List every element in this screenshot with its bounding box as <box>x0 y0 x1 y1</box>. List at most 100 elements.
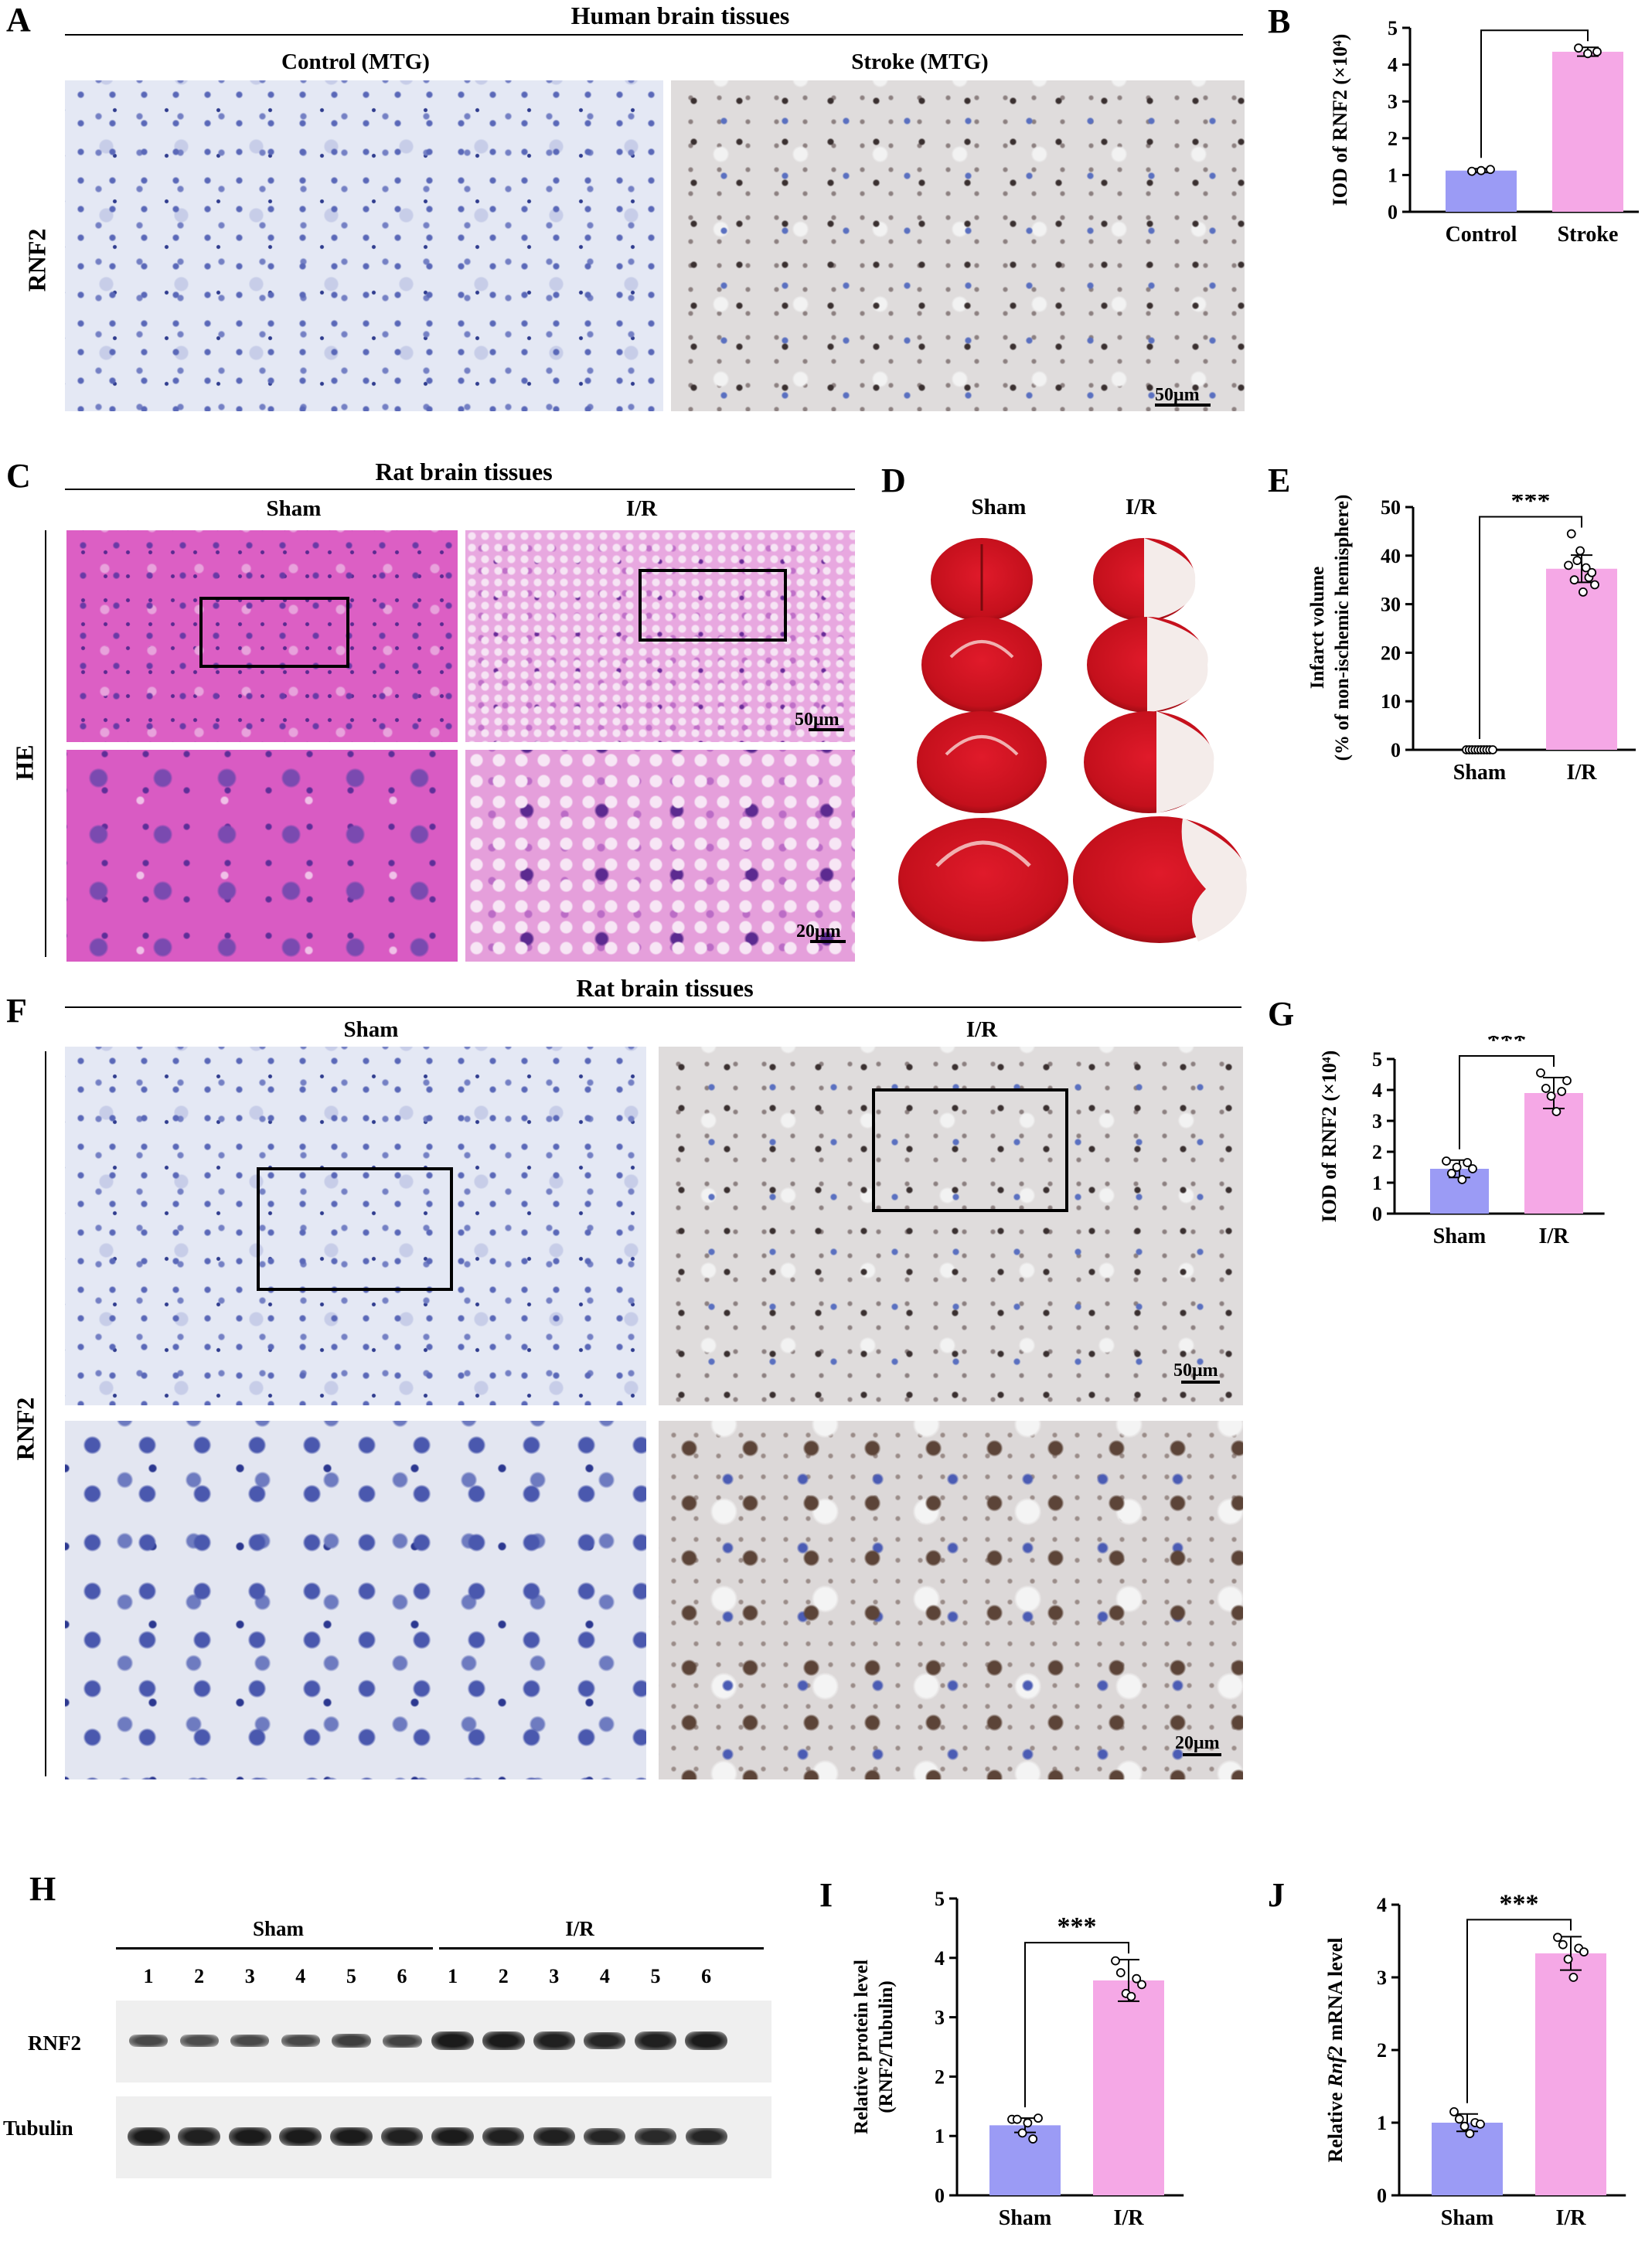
band-rnf2 <box>331 2034 372 2048</box>
panel-label-d: D <box>881 461 906 499</box>
lane-number: 5 <box>650 1965 661 1987</box>
significance-bracket <box>1466 1919 1572 2103</box>
y-tick-label: 3 <box>1372 1110 1382 1132</box>
data-point <box>1592 47 1602 56</box>
slice-ir-4 <box>1073 816 1247 943</box>
x-tick-label: Sham <box>1453 761 1506 785</box>
scale-label-a: 50μm <box>1155 385 1200 405</box>
panel-a-title-rule <box>65 34 1243 36</box>
slice-sham-2 <box>921 617 1042 713</box>
y-tick-label: 4 <box>935 1947 945 1970</box>
panel-a-col-control: Control (MTG) <box>281 49 430 74</box>
micrograph-f-ir-high: 20μm <box>659 1421 1243 1779</box>
y-axis-label: Relative Rnf2 mRNA level <box>1324 1937 1347 2162</box>
data-point <box>1563 1954 1573 1964</box>
bar-ir <box>1535 1953 1606 2195</box>
data-point <box>1568 1973 1579 1982</box>
data-point <box>1557 1087 1567 1096</box>
western-row-rnf2: RNF2 <box>28 2031 81 2055</box>
micrograph-c-ir-high: 20μm <box>465 750 855 962</box>
panel-f-row-rule <box>45 1051 46 1776</box>
y-tick-label: 0 <box>1372 1203 1382 1225</box>
x-tick-label: Sham <box>1433 1224 1486 1248</box>
significance-bracket <box>1459 1055 1555 1149</box>
data-point <box>1459 2121 1470 2131</box>
panel-a-row-label: RNF2 <box>22 228 51 292</box>
y-tick-label: 4 <box>1388 54 1398 77</box>
y-axis-label: IOD of RNF2 (×10⁴) <box>1329 34 1351 206</box>
data-point <box>1017 2128 1027 2138</box>
data-point <box>1449 2106 1459 2116</box>
y-tick-label: 2 <box>1372 1141 1382 1163</box>
y-tick-label: 3 <box>935 2007 945 2029</box>
micrograph-f-ir-low: 50μm <box>659 1047 1243 1405</box>
western-group-ir: I/R <box>565 1917 594 1940</box>
panel-c-title: Rat brain tissues <box>375 458 553 485</box>
scale-bar-f-bottom <box>1183 1753 1221 1756</box>
band-rnf2 <box>128 2034 169 2048</box>
y-tick-label: 0 <box>1377 2185 1387 2207</box>
y-axis-label: Infarct volume (% of non-ischemic hemisph… <box>1307 495 1353 761</box>
y-tick-label: 2 <box>1377 2039 1387 2062</box>
panel-label-g: G <box>1268 995 1295 1033</box>
data-point <box>1486 165 1495 175</box>
slice-sham-1 <box>931 538 1033 621</box>
scale-bar-c-bottom <box>810 940 846 943</box>
scale-label-f-top: 50μm <box>1173 1360 1218 1381</box>
y-tick-label: 30 <box>1381 594 1401 616</box>
data-point <box>1442 1156 1451 1166</box>
y-tick-label: 20 <box>1381 642 1401 664</box>
lane-number: 6 <box>397 1965 407 1987</box>
significance-stars: *** <box>1500 1889 1539 1918</box>
bar-stroke <box>1552 51 1623 212</box>
data-point <box>1126 1991 1136 2001</box>
significance-stars: *** <box>1515 15 1555 29</box>
western-group-rule-sham <box>116 1947 433 1950</box>
bar-control <box>1446 170 1517 212</box>
data-point <box>1546 1091 1556 1101</box>
lane-number: 1 <box>143 1965 154 1987</box>
data-point <box>1023 2118 1033 2128</box>
data-point <box>1028 2134 1038 2144</box>
x-tick-label: Sham <box>999 2206 1051 2230</box>
data-point <box>1034 2113 1043 2123</box>
band-tubulin <box>635 2128 676 2145</box>
scale-bar-c-top <box>809 728 844 731</box>
band-tubulin <box>329 2127 373 2147</box>
chart-e: 0 10 20 30 40 50 Sham I/R *** Infarct volume (% of… <box>1307 495 1636 785</box>
lane-number: 1 <box>448 1965 458 1987</box>
panel-f-title-rule <box>65 1006 1241 1008</box>
significance-bracket <box>1479 516 1582 739</box>
data-point <box>1578 587 1588 597</box>
panel-label-e: E <box>1268 461 1291 499</box>
data-point <box>1457 1175 1467 1184</box>
data-point <box>1111 1956 1120 1966</box>
data-point <box>1574 43 1583 53</box>
data-point <box>1012 2114 1022 2124</box>
panel-c-row-label: HE <box>10 744 39 781</box>
y-tick-label: 0 <box>1388 201 1398 223</box>
x-tick-label: Control <box>1446 223 1517 247</box>
y-label-part: Relative <box>1324 2087 1347 2162</box>
micrograph-f-sham-high <box>65 1421 646 1779</box>
band-tubulin <box>279 2127 322 2147</box>
slice-ir-1 <box>1093 538 1196 621</box>
band-rnf2 <box>533 2031 576 2050</box>
band-tubulin <box>178 2127 220 2146</box>
data-point <box>1579 1947 1589 1956</box>
roi-box-c-sham <box>199 597 349 668</box>
x-tick-label: Sham <box>1441 2206 1493 2230</box>
micrograph-f-sham-low <box>65 1047 646 1405</box>
slice-sham-4 <box>898 818 1068 942</box>
lane-number: 5 <box>346 1965 356 1987</box>
y-tick-label: 10 <box>1381 690 1401 713</box>
band-tubulin <box>380 2127 424 2146</box>
panel-label-b: B <box>1268 2 1291 40</box>
data-point <box>1569 575 1579 585</box>
roi-box-f-ir <box>872 1088 1068 1212</box>
lane-number: 3 <box>244 1965 255 1987</box>
data-point <box>1476 2119 1485 2129</box>
band-rnf2 <box>584 2031 626 2050</box>
y-tick-label: 3 <box>1377 1967 1387 1989</box>
data-point <box>1587 567 1597 577</box>
